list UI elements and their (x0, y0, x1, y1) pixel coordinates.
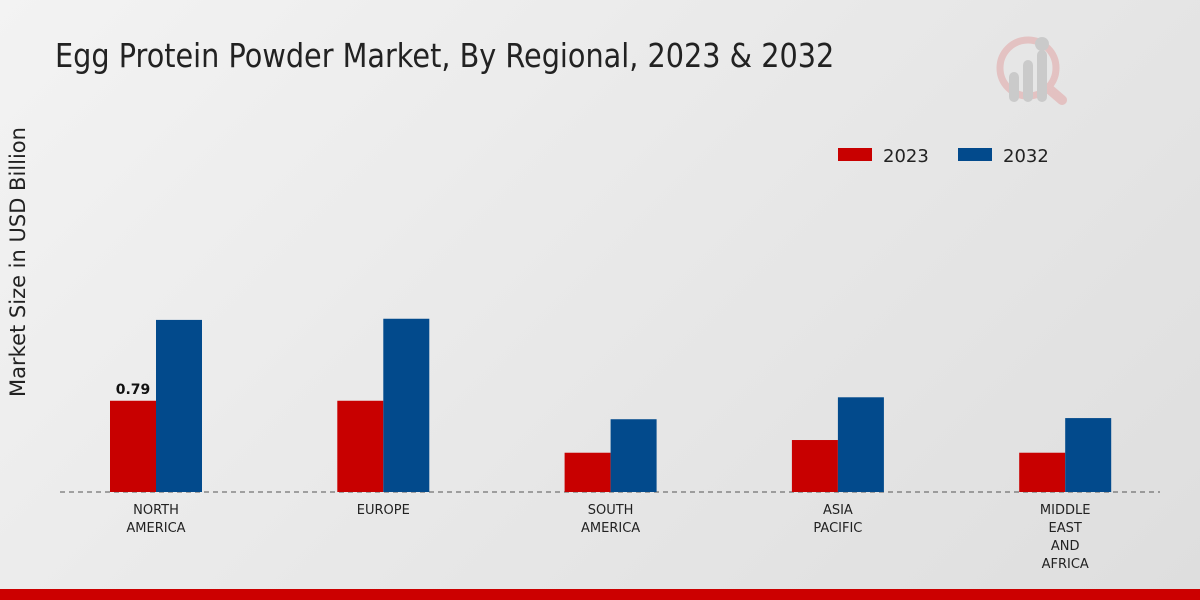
legend-label-2032: 2032 (1003, 146, 1049, 167)
data-label: 0.79 (116, 382, 151, 398)
footer-bar (0, 589, 1200, 600)
legend: 2023 2032 (838, 146, 1049, 167)
legend-swatch-2023 (838, 148, 872, 161)
x-tick-label: ASIA PACIFIC (813, 503, 862, 536)
bar-2023-3 (791, 440, 838, 492)
logo-watermark (996, 36, 1067, 105)
bar-2023-4 (1019, 452, 1066, 492)
chart-title: Egg Protein Powder Market, By Regional, … (55, 36, 835, 75)
bar-2032-3 (837, 397, 884, 492)
bar-2023-2 (564, 452, 611, 492)
bar-2032-2 (610, 419, 657, 492)
bar-2023-1 (337, 400, 384, 492)
x-tick-label: NORTH AMERICA (126, 503, 185, 536)
bar-2032-0 (156, 319, 202, 492)
x-tick-label: MIDDLE EAST AND AFRICA (1040, 503, 1091, 572)
bar-2032-1 (383, 318, 430, 492)
bar-2032-4 (1065, 418, 1112, 492)
x-tick-label: EUROPE (357, 503, 410, 518)
legend-swatch-2032 (958, 148, 992, 161)
bar-2023-0 (110, 400, 156, 492)
x-tick-label: SOUTH AMERICA (581, 503, 640, 536)
legend-label-2023: 2023 (883, 146, 929, 167)
